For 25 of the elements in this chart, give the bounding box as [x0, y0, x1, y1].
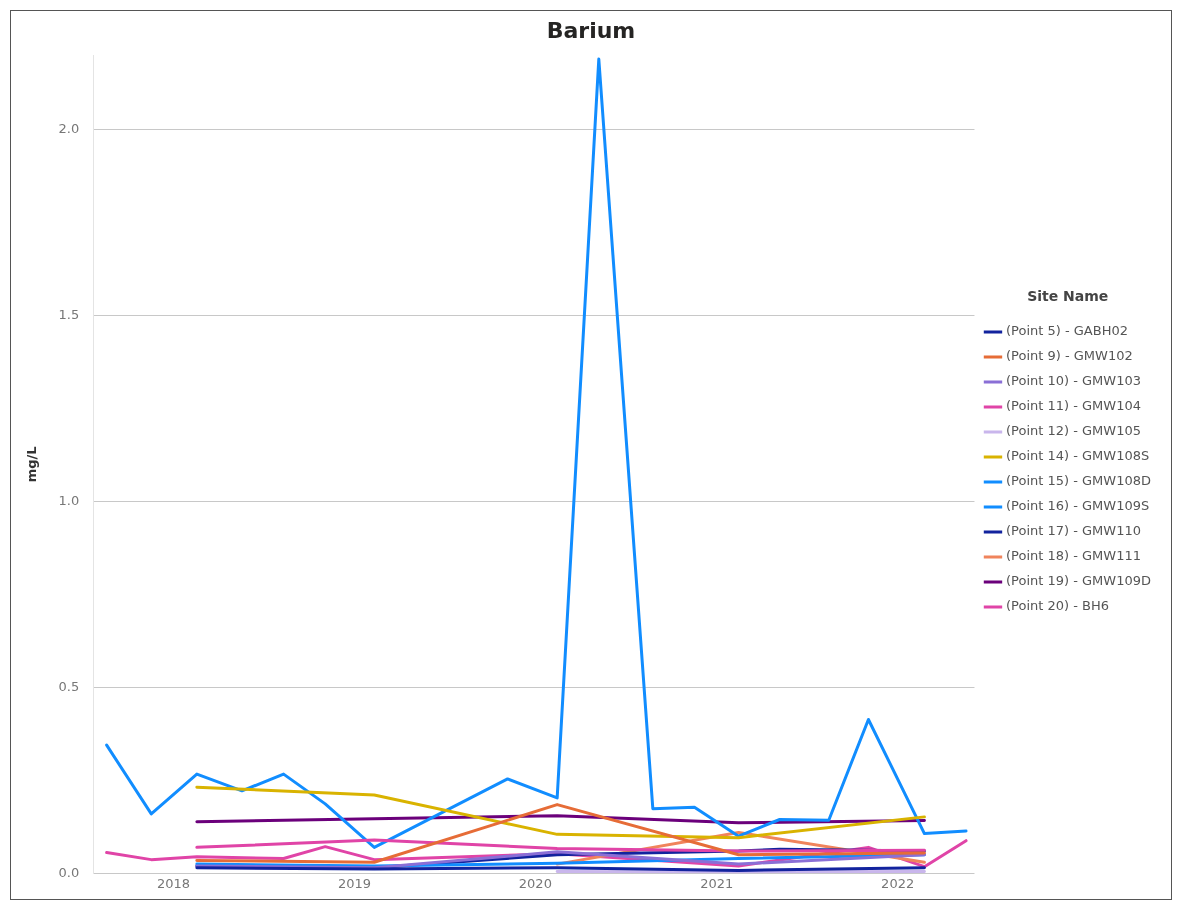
y-tick-label: 1.0: [58, 492, 80, 508]
legend-label: (Point 9) - GMW102: [1005, 348, 1133, 364]
legend-label: (Point 17) - GMW110: [1005, 523, 1141, 539]
x-tick-label: 2022: [881, 875, 915, 891]
y-tick-label: 0.5: [58, 678, 80, 694]
y-axis-title: mg/L: [24, 446, 40, 483]
legend-label: (Point 19) - GMW109D: [1005, 573, 1152, 589]
y-tick-label: 2.0: [58, 121, 80, 137]
legend-label: (Point 15) - GMW108D: [1005, 473, 1152, 489]
legend-label: (Point 10) - GMW103: [1005, 373, 1141, 389]
x-tick-label: 2019: [337, 875, 372, 891]
chart-title: Barium: [546, 17, 636, 43]
legend-label: (Point 20) - BH6: [1005, 598, 1110, 614]
y-tick-label: 1.5: [58, 307, 80, 323]
legend-label: (Point 5) - GABH02: [1005, 323, 1128, 339]
x-tick-label: 2018: [157, 875, 191, 891]
x-tick-label: 2020: [518, 875, 552, 891]
y-tick-label: 0.0: [58, 864, 80, 880]
legend-label: (Point 18) - GMW111: [1005, 548, 1141, 564]
legend-label: (Point 16) - GMW109S: [1005, 498, 1150, 514]
legend-title: Site Name: [1027, 288, 1109, 305]
legend-label: (Point 14) - GMW108S: [1005, 448, 1150, 464]
legend-label: (Point 11) - GMW104: [1005, 398, 1141, 414]
x-tick-label: 2021: [700, 875, 734, 891]
legend-label: (Point 12) - GMW105: [1005, 423, 1141, 439]
